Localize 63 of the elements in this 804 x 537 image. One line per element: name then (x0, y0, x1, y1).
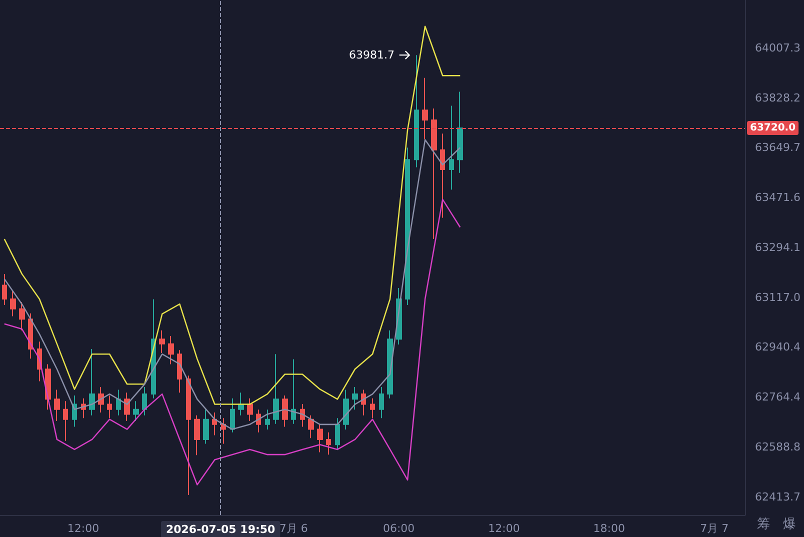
x-tick-label: 7月 6 (279, 522, 308, 535)
candlestick (405, 147, 410, 306)
candlestick (352, 386, 358, 410)
y-tick-label: 63471.6 (755, 191, 800, 204)
candlestick (265, 409, 270, 430)
candlestick (379, 386, 384, 419)
x-tick-label: 12:00 (67, 522, 100, 535)
x-tick-label: 7月 7 (700, 522, 729, 535)
candlestick (247, 398, 253, 422)
candlestick (19, 302, 25, 331)
candlestick (387, 330, 393, 399)
x-tick-label: 12:00 (488, 522, 520, 535)
text: 筹 (757, 517, 770, 532)
candlestick (45, 364, 51, 410)
candlestick (54, 389, 60, 422)
candlestick (449, 105, 454, 190)
line-series (4, 26, 461, 405)
candlestick (308, 414, 314, 439)
candlestick (291, 358, 296, 424)
candlestick (10, 290, 16, 317)
line-series (4, 198, 461, 486)
y-tick-label: 62940.4 (755, 340, 800, 354)
candlestick (107, 394, 112, 419)
candlestick (133, 400, 139, 422)
candlestick (370, 398, 375, 419)
candlestick (457, 91, 463, 174)
candlestick (414, 54, 419, 168)
y-tick-label: 63649.7 (755, 141, 800, 154)
candlestick (168, 336, 174, 365)
candlestick (159, 330, 165, 354)
annotation: 63981.7 (349, 48, 395, 62)
candlestick (194, 414, 200, 456)
candlestick (89, 348, 95, 416)
candlestick (317, 423, 323, 453)
y-tick-label: 63294.1 (755, 240, 800, 254)
candlestick (212, 412, 217, 436)
candlestick (2, 273, 7, 306)
x-tick-label: 18:00 (593, 522, 625, 535)
candlestick (273, 354, 279, 424)
candlestick (177, 350, 182, 394)
ref-line-label: 63720.0 (750, 122, 796, 134)
y-tick-label: 63828.2 (755, 91, 800, 104)
candlestick (186, 375, 191, 496)
candlestick (230, 398, 235, 433)
ref-line-label: 2026-07-05 19:50 (166, 523, 276, 536)
candlestick (343, 389, 349, 430)
candlestick (282, 394, 288, 428)
text: 爆 (783, 517, 796, 532)
candlestick (221, 418, 226, 444)
candlestick (142, 386, 147, 416)
candlestick (124, 392, 130, 422)
candlestick (335, 418, 340, 450)
y-tick-label: 62588.8 (755, 440, 800, 454)
x-tick-label: 06:00 (382, 522, 415, 535)
candlestick (63, 400, 68, 442)
candlestick (326, 432, 331, 456)
y-tick-label: 63117.0 (755, 290, 800, 304)
candlestick (440, 133, 445, 218)
candlestick (116, 389, 121, 416)
candlestick (203, 409, 209, 444)
y-tick-label: 64007.3 (755, 41, 800, 54)
y-tick-label: 62413.7 (755, 490, 800, 504)
y-tick-label: 62764.4 (755, 390, 800, 404)
